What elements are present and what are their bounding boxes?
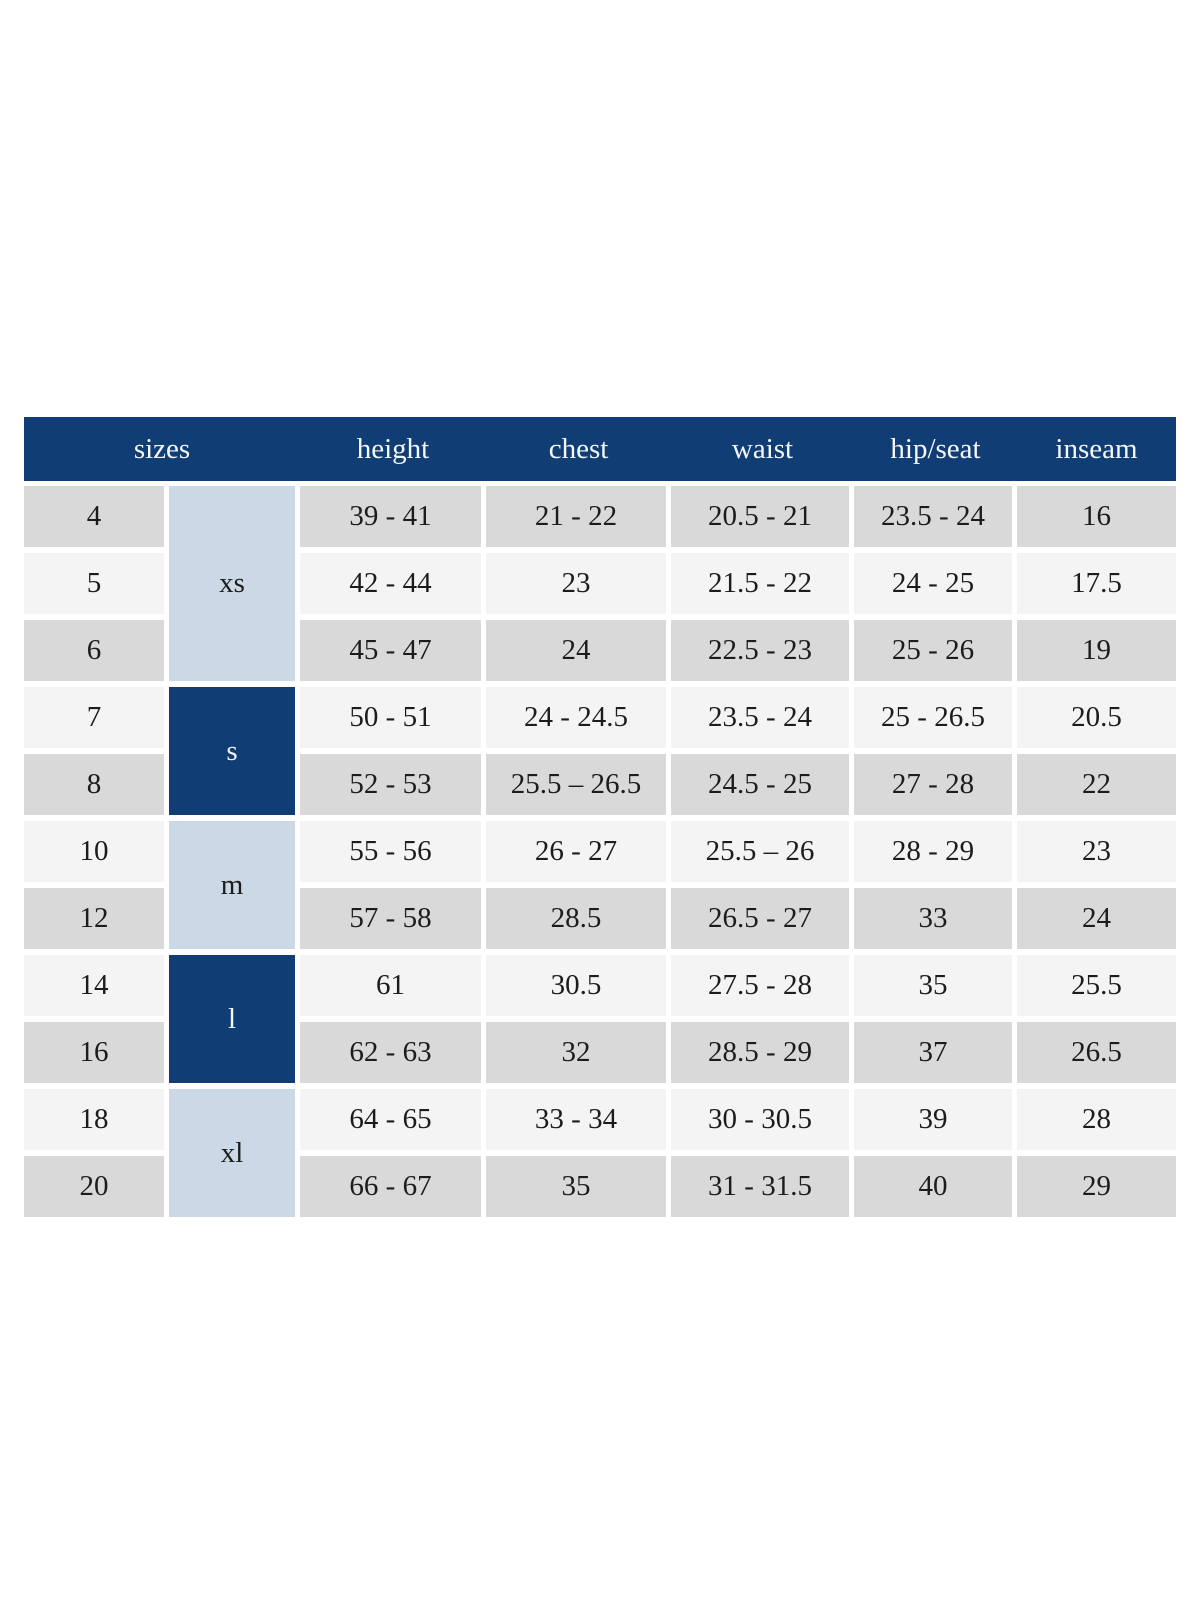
- chest-cell: 33 - 34: [486, 1089, 671, 1156]
- size-cell: 12: [24, 888, 169, 955]
- size-cell: 18: [24, 1089, 169, 1156]
- size-cell: 10: [24, 821, 169, 888]
- waist-cell: 26.5 - 27: [671, 888, 854, 955]
- hip-seat-cell: 23.5 - 24: [854, 486, 1017, 553]
- waist-cell: 31 - 31.5: [671, 1156, 854, 1223]
- waist-cell: 27.5 - 28: [671, 955, 854, 1022]
- chest-cell: 26 - 27: [486, 821, 671, 888]
- size-cell: 20: [24, 1156, 169, 1223]
- hip-seat-cell: 27 - 28: [854, 754, 1017, 821]
- chest-cell: 24 - 24.5: [486, 687, 671, 754]
- size-group-cell-xs: xs: [169, 486, 300, 687]
- column-header-inseam: inseam: [1017, 417, 1176, 486]
- height-cell: 39 - 41: [300, 486, 486, 553]
- height-cell: 62 - 63: [300, 1022, 486, 1089]
- table-row: 8 52 - 53 25.5 – 26.5 24.5 - 25 27 - 28 …: [24, 754, 1176, 821]
- waist-cell: 21.5 - 22: [671, 553, 854, 620]
- table-row: 4 xs 39 - 41 21 - 22 20.5 - 21 23.5 - 24…: [24, 486, 1176, 687]
- height-cell: 66 - 67: [300, 1156, 486, 1223]
- column-header-waist: waist: [671, 417, 854, 486]
- waist-cell: 28.5 - 29: [671, 1022, 854, 1089]
- table-row: 14 l 61 30.5 27.5 - 28 35 25.5: [24, 955, 1176, 1089]
- chest-cell: 28.5: [486, 888, 671, 955]
- waist-cell: 20.5 - 21: [671, 486, 854, 553]
- height-cell: 50 - 51: [300, 687, 486, 754]
- hip-seat-cell: 25 - 26.5: [854, 687, 1017, 754]
- waist-cell: 25.5 – 26: [671, 821, 854, 888]
- column-header-hip-seat: hip/seat: [854, 417, 1017, 486]
- hip-seat-cell: 24 - 25: [854, 553, 1017, 620]
- waist-cell: 22.5 - 23: [671, 620, 854, 687]
- hip-seat-cell: 28 - 29: [854, 821, 1017, 888]
- inseam-cell: 20.5: [1017, 687, 1176, 754]
- inseam-cell: 23: [1017, 821, 1176, 888]
- table-row: 5 42 - 44 23 21.5 - 22 24 - 25 17.5: [24, 553, 1176, 620]
- height-cell: 45 - 47: [300, 620, 486, 687]
- column-header-chest: chest: [486, 417, 671, 486]
- inseam-cell: 26.5: [1017, 1022, 1176, 1089]
- column-header-sizes: sizes: [24, 417, 300, 486]
- hip-seat-cell: 25 - 26: [854, 620, 1017, 687]
- chest-cell: 35: [486, 1156, 671, 1223]
- size-cell: 4: [24, 486, 169, 553]
- height-cell: 42 - 44: [300, 553, 486, 620]
- table-row: 16 62 - 63 32 28.5 - 29 37 26.5: [24, 1022, 1176, 1089]
- chest-cell: 23: [486, 553, 671, 620]
- inseam-cell: 17.5: [1017, 553, 1176, 620]
- chest-cell: 25.5 – 26.5: [486, 754, 671, 821]
- hip-seat-cell: 39: [854, 1089, 1017, 1156]
- inseam-cell: 25.5: [1017, 955, 1176, 1022]
- inseam-cell: 19: [1017, 620, 1176, 687]
- inseam-cell: 24: [1017, 888, 1176, 955]
- height-cell: 57 - 58: [300, 888, 486, 955]
- waist-cell: 24.5 - 25: [671, 754, 854, 821]
- chest-cell: 32: [486, 1022, 671, 1089]
- table-row: 6 45 - 47 24 22.5 - 23 25 - 26 19: [24, 620, 1176, 687]
- header-row: sizes height chest waist hip/seat inseam: [24, 417, 1176, 486]
- size-group-cell-l: l: [169, 955, 300, 1089]
- height-cell: 55 - 56: [300, 821, 486, 888]
- size-group-cell-m: m: [169, 821, 300, 955]
- size-cell: 6: [24, 620, 169, 687]
- hip-seat-cell: 40: [854, 1156, 1017, 1223]
- hip-seat-cell: 33: [854, 888, 1017, 955]
- height-cell: 52 - 53: [300, 754, 486, 821]
- hip-seat-cell: 37: [854, 1022, 1017, 1089]
- size-cell: 5: [24, 553, 169, 620]
- inseam-cell: 16: [1017, 486, 1176, 553]
- table-row: 20 66 - 67 35 31 - 31.5 40 29: [24, 1156, 1176, 1223]
- inseam-cell: 29: [1017, 1156, 1176, 1223]
- size-chart-table: sizes height chest waist hip/seat inseam…: [24, 417, 1176, 1223]
- inseam-cell: 28: [1017, 1089, 1176, 1156]
- chest-cell: 21 - 22: [486, 486, 671, 553]
- height-cell: 61: [300, 955, 486, 1022]
- size-group-cell-s: s: [169, 687, 300, 821]
- size-cell: 7: [24, 687, 169, 754]
- inseam-cell: 22: [1017, 754, 1176, 821]
- chest-cell: 30.5: [486, 955, 671, 1022]
- table-row: 10 m 55 - 56 26 - 27 25.5 – 26 28 - 29 2…: [24, 821, 1176, 955]
- table-row: 12 57 - 58 28.5 26.5 - 27 33 24: [24, 888, 1176, 955]
- table-row: 7 s 50 - 51 24 - 24.5 23.5 - 24 25 - 26.…: [24, 687, 1176, 821]
- hip-seat-cell: 35: [854, 955, 1017, 1022]
- table-row: 18 xl 64 - 65 33 - 34 30 - 30.5 39 28: [24, 1089, 1176, 1223]
- size-chart: sizes height chest waist hip/seat inseam…: [24, 417, 1176, 1223]
- size-cell: 8: [24, 754, 169, 821]
- column-header-height: height: [300, 417, 486, 486]
- chest-cell: 24: [486, 620, 671, 687]
- waist-cell: 30 - 30.5: [671, 1089, 854, 1156]
- waist-cell: 23.5 - 24: [671, 687, 854, 754]
- size-cell: 16: [24, 1022, 169, 1089]
- height-cell: 64 - 65: [300, 1089, 486, 1156]
- size-group-cell-xl: xl: [169, 1089, 300, 1223]
- size-cell: 14: [24, 955, 169, 1022]
